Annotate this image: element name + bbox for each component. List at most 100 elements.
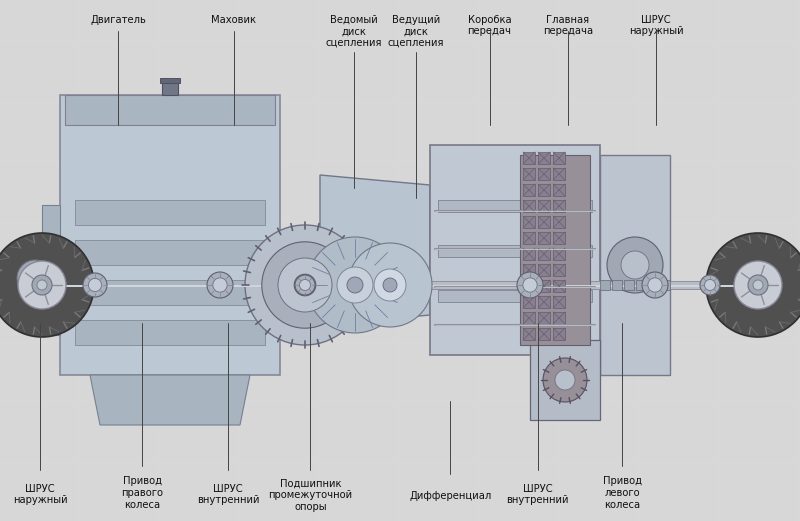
Bar	[523, 184, 535, 196]
Bar	[553, 280, 565, 292]
Bar	[560, 0, 638, 41]
Bar	[553, 152, 565, 164]
Bar	[720, 43, 798, 101]
Bar	[480, 163, 558, 221]
Bar	[538, 264, 550, 276]
Bar	[438, 290, 592, 302]
Circle shape	[307, 237, 403, 333]
Bar	[640, 0, 718, 41]
Bar	[162, 83, 178, 95]
Circle shape	[523, 278, 537, 292]
Bar	[538, 216, 550, 228]
Bar	[240, 163, 318, 221]
Circle shape	[348, 243, 432, 327]
Circle shape	[89, 278, 102, 292]
Text: Маховик: Маховик	[211, 15, 256, 24]
Bar	[523, 152, 535, 164]
Bar	[80, 103, 158, 161]
Bar	[25, 250, 45, 305]
Bar	[640, 283, 718, 341]
Circle shape	[607, 237, 663, 293]
Circle shape	[383, 278, 397, 292]
Bar	[720, 403, 798, 461]
Bar	[720, 103, 798, 161]
Circle shape	[648, 278, 662, 292]
Bar	[560, 463, 638, 521]
Text: Коробка
передач: Коробка передач	[467, 15, 512, 36]
Bar	[480, 283, 558, 341]
Bar	[80, 463, 158, 521]
Bar	[160, 103, 238, 161]
Bar	[42, 205, 60, 335]
Bar	[480, 343, 558, 401]
Bar	[80, 223, 158, 281]
Bar	[523, 264, 535, 276]
Bar	[0, 103, 78, 161]
Bar	[538, 280, 550, 292]
Bar	[240, 343, 318, 401]
Bar	[560, 103, 638, 161]
Bar	[523, 312, 535, 324]
Circle shape	[337, 267, 373, 303]
Bar	[560, 223, 638, 281]
Bar	[0, 223, 78, 281]
Bar	[80, 43, 158, 101]
Bar	[560, 163, 638, 221]
Text: Привод
правого
колеса: Привод правого колеса	[122, 476, 163, 510]
Circle shape	[294, 274, 316, 296]
Circle shape	[374, 269, 406, 301]
Circle shape	[262, 242, 348, 328]
Bar	[42, 281, 758, 289]
Bar	[640, 343, 718, 401]
Bar	[523, 200, 535, 212]
Bar	[640, 403, 718, 461]
Bar	[640, 43, 718, 101]
Circle shape	[517, 272, 543, 298]
Bar	[400, 103, 478, 161]
Circle shape	[213, 278, 227, 292]
Bar	[720, 0, 798, 41]
Bar	[553, 216, 565, 228]
Bar	[553, 168, 565, 180]
Bar	[400, 223, 478, 281]
Bar	[538, 184, 550, 196]
Circle shape	[245, 225, 365, 345]
Bar	[538, 312, 550, 324]
Bar	[160, 343, 238, 401]
Bar	[640, 463, 718, 521]
Bar	[480, 0, 558, 41]
Bar	[75, 280, 265, 305]
Circle shape	[753, 280, 763, 290]
Bar	[553, 312, 565, 324]
Bar	[523, 168, 535, 180]
Bar	[320, 163, 398, 221]
Bar	[320, 223, 398, 281]
Bar	[400, 463, 478, 521]
Bar	[553, 200, 565, 212]
Bar	[160, 0, 238, 41]
Bar	[80, 343, 158, 401]
Bar	[720, 283, 798, 341]
Circle shape	[83, 273, 107, 297]
Bar	[560, 343, 638, 401]
Bar	[320, 343, 398, 401]
Bar	[520, 155, 590, 345]
Circle shape	[734, 261, 782, 309]
Circle shape	[555, 370, 575, 390]
Bar	[0, 43, 78, 101]
Bar	[553, 248, 565, 260]
Bar	[430, 145, 600, 355]
Bar	[600, 155, 670, 375]
Bar	[240, 283, 318, 341]
Bar	[80, 163, 158, 221]
Bar	[553, 296, 565, 308]
Bar	[320, 0, 398, 41]
Circle shape	[18, 261, 66, 309]
Circle shape	[0, 233, 94, 337]
Bar	[560, 43, 638, 101]
Bar	[600, 280, 610, 290]
Text: Привод
левого
колеса: Привод левого колеса	[603, 476, 642, 510]
Bar	[240, 43, 318, 101]
Bar	[480, 463, 558, 521]
Bar	[400, 43, 478, 101]
